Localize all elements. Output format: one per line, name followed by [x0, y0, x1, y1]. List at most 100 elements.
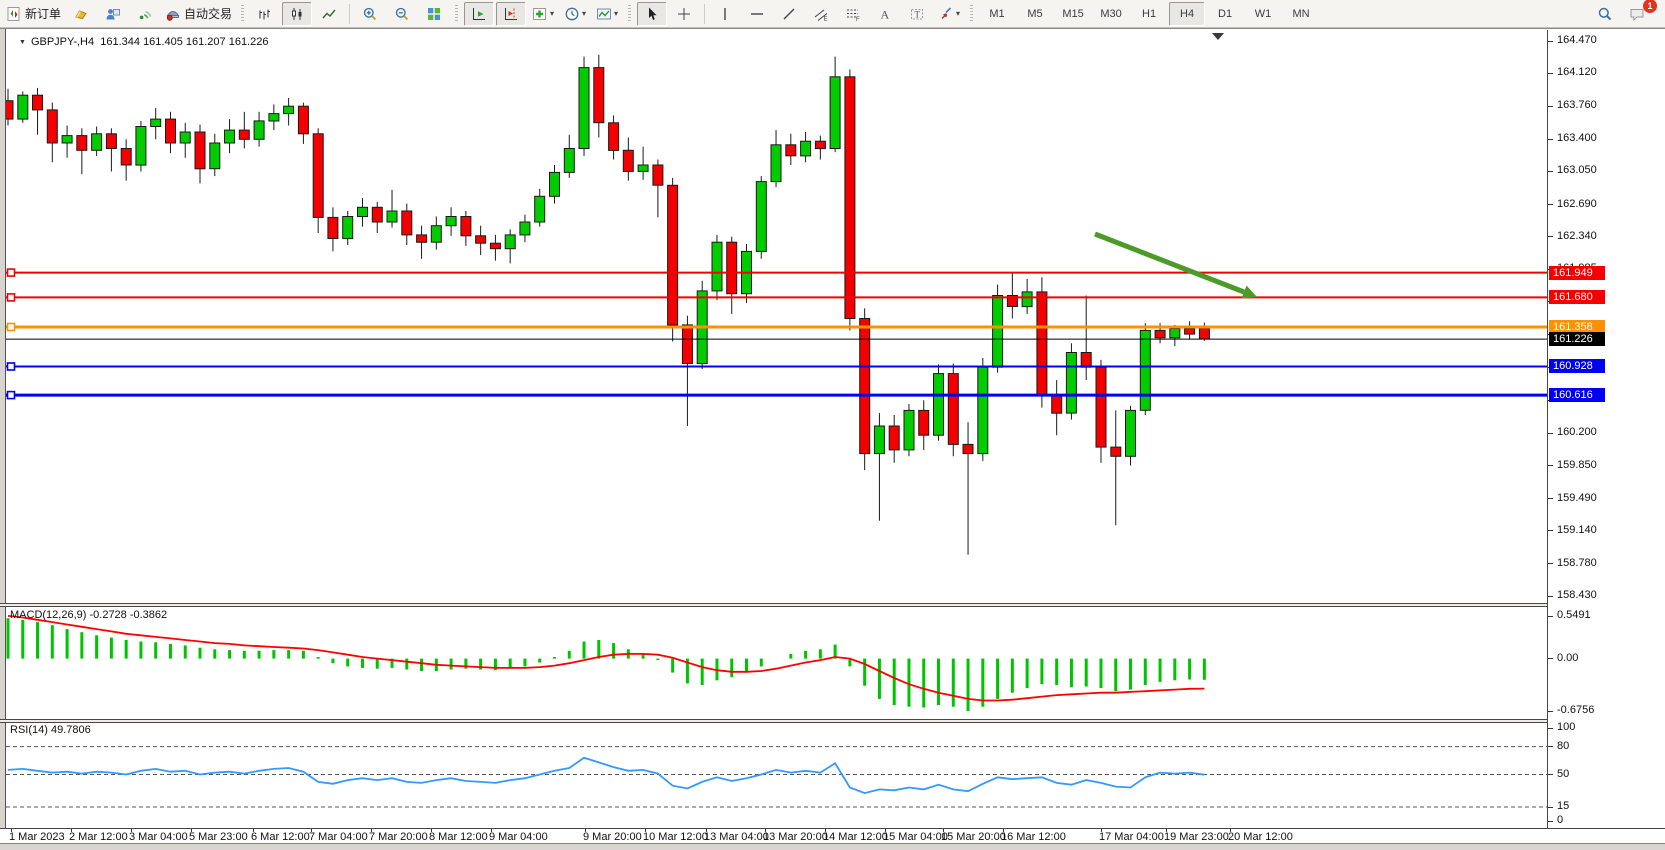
date-tick-label: 13 Mar 04:00	[704, 831, 769, 843]
candlestick-chart-icon	[292, 7, 302, 20]
axis-tick-mark	[1548, 710, 1553, 712]
candle-body	[1184, 328, 1196, 335]
timeframe-button-M5[interactable]: M5	[1027, 7, 1043, 20]
candle-body	[61, 135, 73, 144]
date-tick-mark	[645, 829, 646, 832]
bar-chart-button[interactable]	[250, 2, 280, 26]
text-label-button[interactable]: T	[902, 2, 932, 26]
horizontal-line-button[interactable]	[742, 2, 772, 26]
axis-tick-mark	[1548, 806, 1553, 808]
timeframe-button-M1[interactable]: M1	[989, 7, 1005, 20]
candle-body	[637, 164, 649, 172]
timeframe-button-H4[interactable]: H4	[1169, 1, 1206, 26]
axis-tick-mark	[1548, 658, 1553, 660]
fibonacci-button[interactable]: F	[838, 2, 868, 26]
symbol-dropdown-icon[interactable]: ▼	[19, 39, 26, 46]
candlestick-chart[interactable]	[6, 30, 1548, 603]
candle-body	[608, 122, 620, 151]
arrows-button[interactable]: ▾	[934, 2, 964, 26]
price-axis[interactable]: 164.470 164.120 163.760 163.400 163.050 162.6…	[1547, 30, 1665, 843]
trend-arrow-head[interactable]	[1241, 285, 1258, 299]
candle-body	[844, 76, 856, 319]
template-icon	[597, 8, 612, 19]
indicators-button[interactable]: ▾	[528, 2, 558, 26]
chevron-down-icon: ▾	[582, 9, 587, 18]
periods-button[interactable]: ▾	[560, 2, 590, 26]
timeframe-button-M15[interactable]: M15	[1062, 7, 1084, 20]
timeframe-button-MN[interactable]: MN	[1292, 7, 1310, 20]
fibonacci-icon: F	[847, 9, 860, 22]
date-axis[interactable]: 1 Mar 2023 2 Mar 12:00 3 Mar 04:00 5 Mar 23…	[0, 828, 1665, 844]
date-tick-label: 15 Mar 20:00	[941, 831, 1006, 843]
cursor-button[interactable]	[637, 1, 668, 26]
new-order-button[interactable]: 新订单	[3, 2, 64, 26]
chart-shift-marker[interactable]	[1212, 33, 1224, 40]
candle-body	[1051, 394, 1063, 414]
price-line-label: 161.680	[1549, 290, 1605, 305]
candle-body	[504, 234, 516, 250]
hline-left-marker[interactable]	[6, 362, 16, 371]
trend-arrow-object[interactable]	[1094, 231, 1245, 295]
date-tick-label: 7 Mar 20:00	[369, 831, 428, 843]
zoom-out-button[interactable]	[387, 2, 417, 26]
window-bottom-edge	[0, 843, 1665, 850]
price-tick-label: -0.6756	[1557, 704, 1595, 716]
price-tick-label: 159.140	[1557, 523, 1597, 536]
timeframe-button-H1[interactable]: H1	[1142, 7, 1157, 20]
axis-tick-mark	[1548, 595, 1553, 597]
candle-body	[711, 241, 723, 292]
zoom-in-button[interactable]	[355, 2, 385, 26]
date-tick-label: 20 Mar 12:00	[1228, 831, 1293, 843]
vertical-line-button[interactable]	[710, 2, 740, 26]
trendline-button[interactable]	[774, 2, 804, 26]
price-tick-label: 163.050	[1557, 164, 1597, 177]
channel-button[interactable]: E	[806, 2, 836, 26]
axis-tick-mark	[1548, 432, 1553, 434]
panel-divider[interactable]	[0, 719, 1665, 723]
tile-windows-button[interactable]	[419, 2, 449, 26]
date-tick-mark	[311, 829, 312, 832]
autoscroll-button[interactable]	[464, 1, 495, 26]
candle-body	[283, 105, 295, 115]
panel-divider[interactable]	[0, 603, 1665, 607]
hline-left-marker[interactable]	[6, 293, 16, 302]
clock-icon	[565, 7, 579, 20]
candle-body	[268, 113, 280, 122]
main-chart-panel[interactable]: ▼ GBPJPY-,H4 161.344 161.405 161.207 161.…	[6, 30, 1548, 603]
timeframe-button-D1[interactable]: D1	[1218, 7, 1233, 20]
hline-left-marker[interactable]	[6, 390, 16, 400]
price-tick-label: 158.780	[1557, 556, 1597, 569]
price-tick-label: 158.430	[1557, 589, 1597, 601]
community-button[interactable]	[98, 2, 128, 26]
gold-button[interactable]	[66, 2, 96, 26]
search-button[interactable]	[1590, 2, 1620, 26]
macd-panel[interactable]: MACD(12,26,9) -0.2728 -0.3862	[6, 608, 1548, 719]
candle-body	[563, 148, 575, 173]
date-tick-label: 7 Mar 04:00	[309, 831, 368, 843]
line-chart-button[interactable]	[314, 2, 344, 26]
candle-body	[357, 206, 368, 218]
candlestick-chart-button[interactable]	[282, 1, 313, 26]
bar-chart-icon	[259, 9, 271, 19]
signal-button[interactable]	[130, 2, 160, 26]
autotrading-button[interactable]: 自动交易	[162, 2, 235, 26]
candle-body	[17, 94, 29, 120]
crosshair-button[interactable]	[669, 2, 699, 26]
candle-body	[194, 131, 206, 170]
price-tick-label: 162.690	[1557, 197, 1597, 210]
new-order-label: 新订单	[25, 7, 62, 21]
candle-body	[888, 425, 900, 451]
hline-left-marker[interactable]	[6, 268, 16, 277]
axis-tick-mark	[1548, 774, 1553, 775]
date-tick-mark	[191, 829, 192, 832]
notifications-button[interactable]: 1	[1622, 0, 1657, 26]
timeframe-button-M30[interactable]: M30	[1100, 7, 1122, 20]
templates-button[interactable]: ▾	[592, 2, 622, 26]
chart-shift-button[interactable]	[496, 1, 527, 26]
date-tick-label: 5 Mar 23:00	[189, 831, 248, 843]
text-button[interactable]: A	[870, 2, 900, 26]
trendline-icon	[783, 8, 795, 19]
rsi-panel[interactable]: RSI(14) 49.7806	[6, 723, 1548, 828]
timeframe-button-W1[interactable]: W1	[1254, 7, 1272, 20]
hline-left-marker[interactable]	[6, 322, 16, 332]
